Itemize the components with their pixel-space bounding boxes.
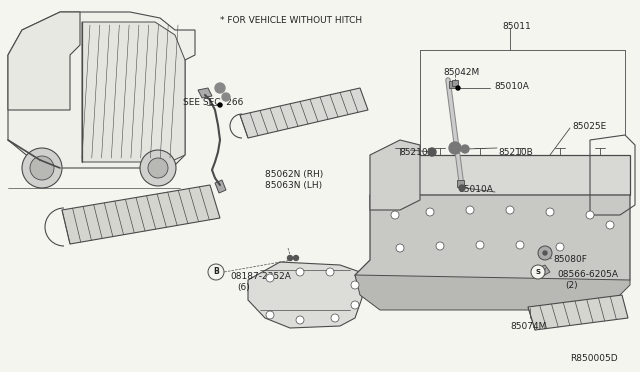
Circle shape	[516, 241, 524, 249]
Polygon shape	[8, 12, 195, 168]
Circle shape	[222, 93, 230, 101]
Circle shape	[476, 241, 484, 249]
Circle shape	[208, 264, 224, 280]
Text: (6): (6)	[237, 283, 250, 292]
Circle shape	[218, 103, 222, 107]
Circle shape	[426, 208, 434, 216]
Circle shape	[296, 316, 304, 324]
Circle shape	[396, 244, 404, 252]
Circle shape	[351, 281, 359, 289]
Text: B: B	[213, 267, 219, 276]
Text: 85210B: 85210B	[399, 148, 434, 157]
Text: 85010A: 85010A	[458, 185, 493, 194]
Circle shape	[531, 265, 545, 279]
Polygon shape	[62, 185, 220, 244]
Circle shape	[538, 246, 552, 260]
Text: * FOR VEHICLE WITHOUT HITCH: * FOR VEHICLE WITHOUT HITCH	[220, 16, 362, 25]
Circle shape	[556, 243, 564, 251]
Circle shape	[546, 208, 554, 216]
Text: 08187-2352A: 08187-2352A	[230, 272, 291, 281]
Text: 85011: 85011	[502, 22, 531, 31]
Circle shape	[459, 185, 465, 191]
Circle shape	[266, 311, 274, 319]
Circle shape	[436, 242, 444, 250]
Circle shape	[215, 83, 225, 93]
Polygon shape	[198, 88, 212, 98]
Text: (2): (2)	[565, 281, 578, 290]
Circle shape	[351, 301, 359, 309]
Circle shape	[30, 156, 54, 180]
Text: 85010A: 85010A	[494, 82, 529, 91]
Circle shape	[606, 221, 614, 229]
Text: 08566-6205A: 08566-6205A	[557, 270, 618, 279]
Text: 85042M: 85042M	[443, 68, 479, 77]
Circle shape	[140, 150, 176, 186]
Polygon shape	[528, 295, 628, 330]
Circle shape	[287, 256, 292, 260]
Text: 85063N (LH): 85063N (LH)	[265, 181, 322, 190]
Bar	[449, 80, 456, 87]
Circle shape	[543, 251, 547, 255]
Polygon shape	[370, 140, 420, 210]
Text: 85210B: 85210B	[498, 148, 532, 157]
Polygon shape	[8, 12, 80, 110]
Text: R850005D: R850005D	[570, 354, 618, 363]
Polygon shape	[370, 155, 630, 195]
Circle shape	[331, 314, 339, 322]
Circle shape	[466, 206, 474, 214]
Polygon shape	[248, 262, 362, 328]
Circle shape	[22, 148, 62, 188]
Circle shape	[326, 268, 334, 276]
Text: S: S	[536, 269, 541, 275]
Polygon shape	[82, 22, 185, 162]
Circle shape	[296, 268, 304, 276]
Polygon shape	[355, 195, 630, 300]
Polygon shape	[240, 88, 368, 138]
Circle shape	[148, 158, 168, 178]
Bar	[452, 80, 458, 86]
Text: 85062N (RH): 85062N (RH)	[265, 170, 323, 179]
Polygon shape	[215, 180, 226, 193]
Circle shape	[449, 142, 461, 154]
Circle shape	[428, 148, 436, 156]
Bar	[456, 180, 463, 186]
Circle shape	[391, 211, 399, 219]
Text: 85074M: 85074M	[510, 322, 547, 331]
Text: 85080F: 85080F	[553, 255, 587, 264]
Circle shape	[266, 274, 274, 282]
Text: 85025E: 85025E	[572, 122, 606, 131]
Circle shape	[586, 211, 594, 219]
Circle shape	[506, 206, 514, 214]
Text: SEE SEC. 266: SEE SEC. 266	[183, 98, 243, 107]
Circle shape	[294, 256, 298, 260]
Circle shape	[456, 86, 460, 90]
Polygon shape	[355, 275, 630, 310]
Circle shape	[461, 145, 469, 153]
Polygon shape	[538, 265, 550, 276]
